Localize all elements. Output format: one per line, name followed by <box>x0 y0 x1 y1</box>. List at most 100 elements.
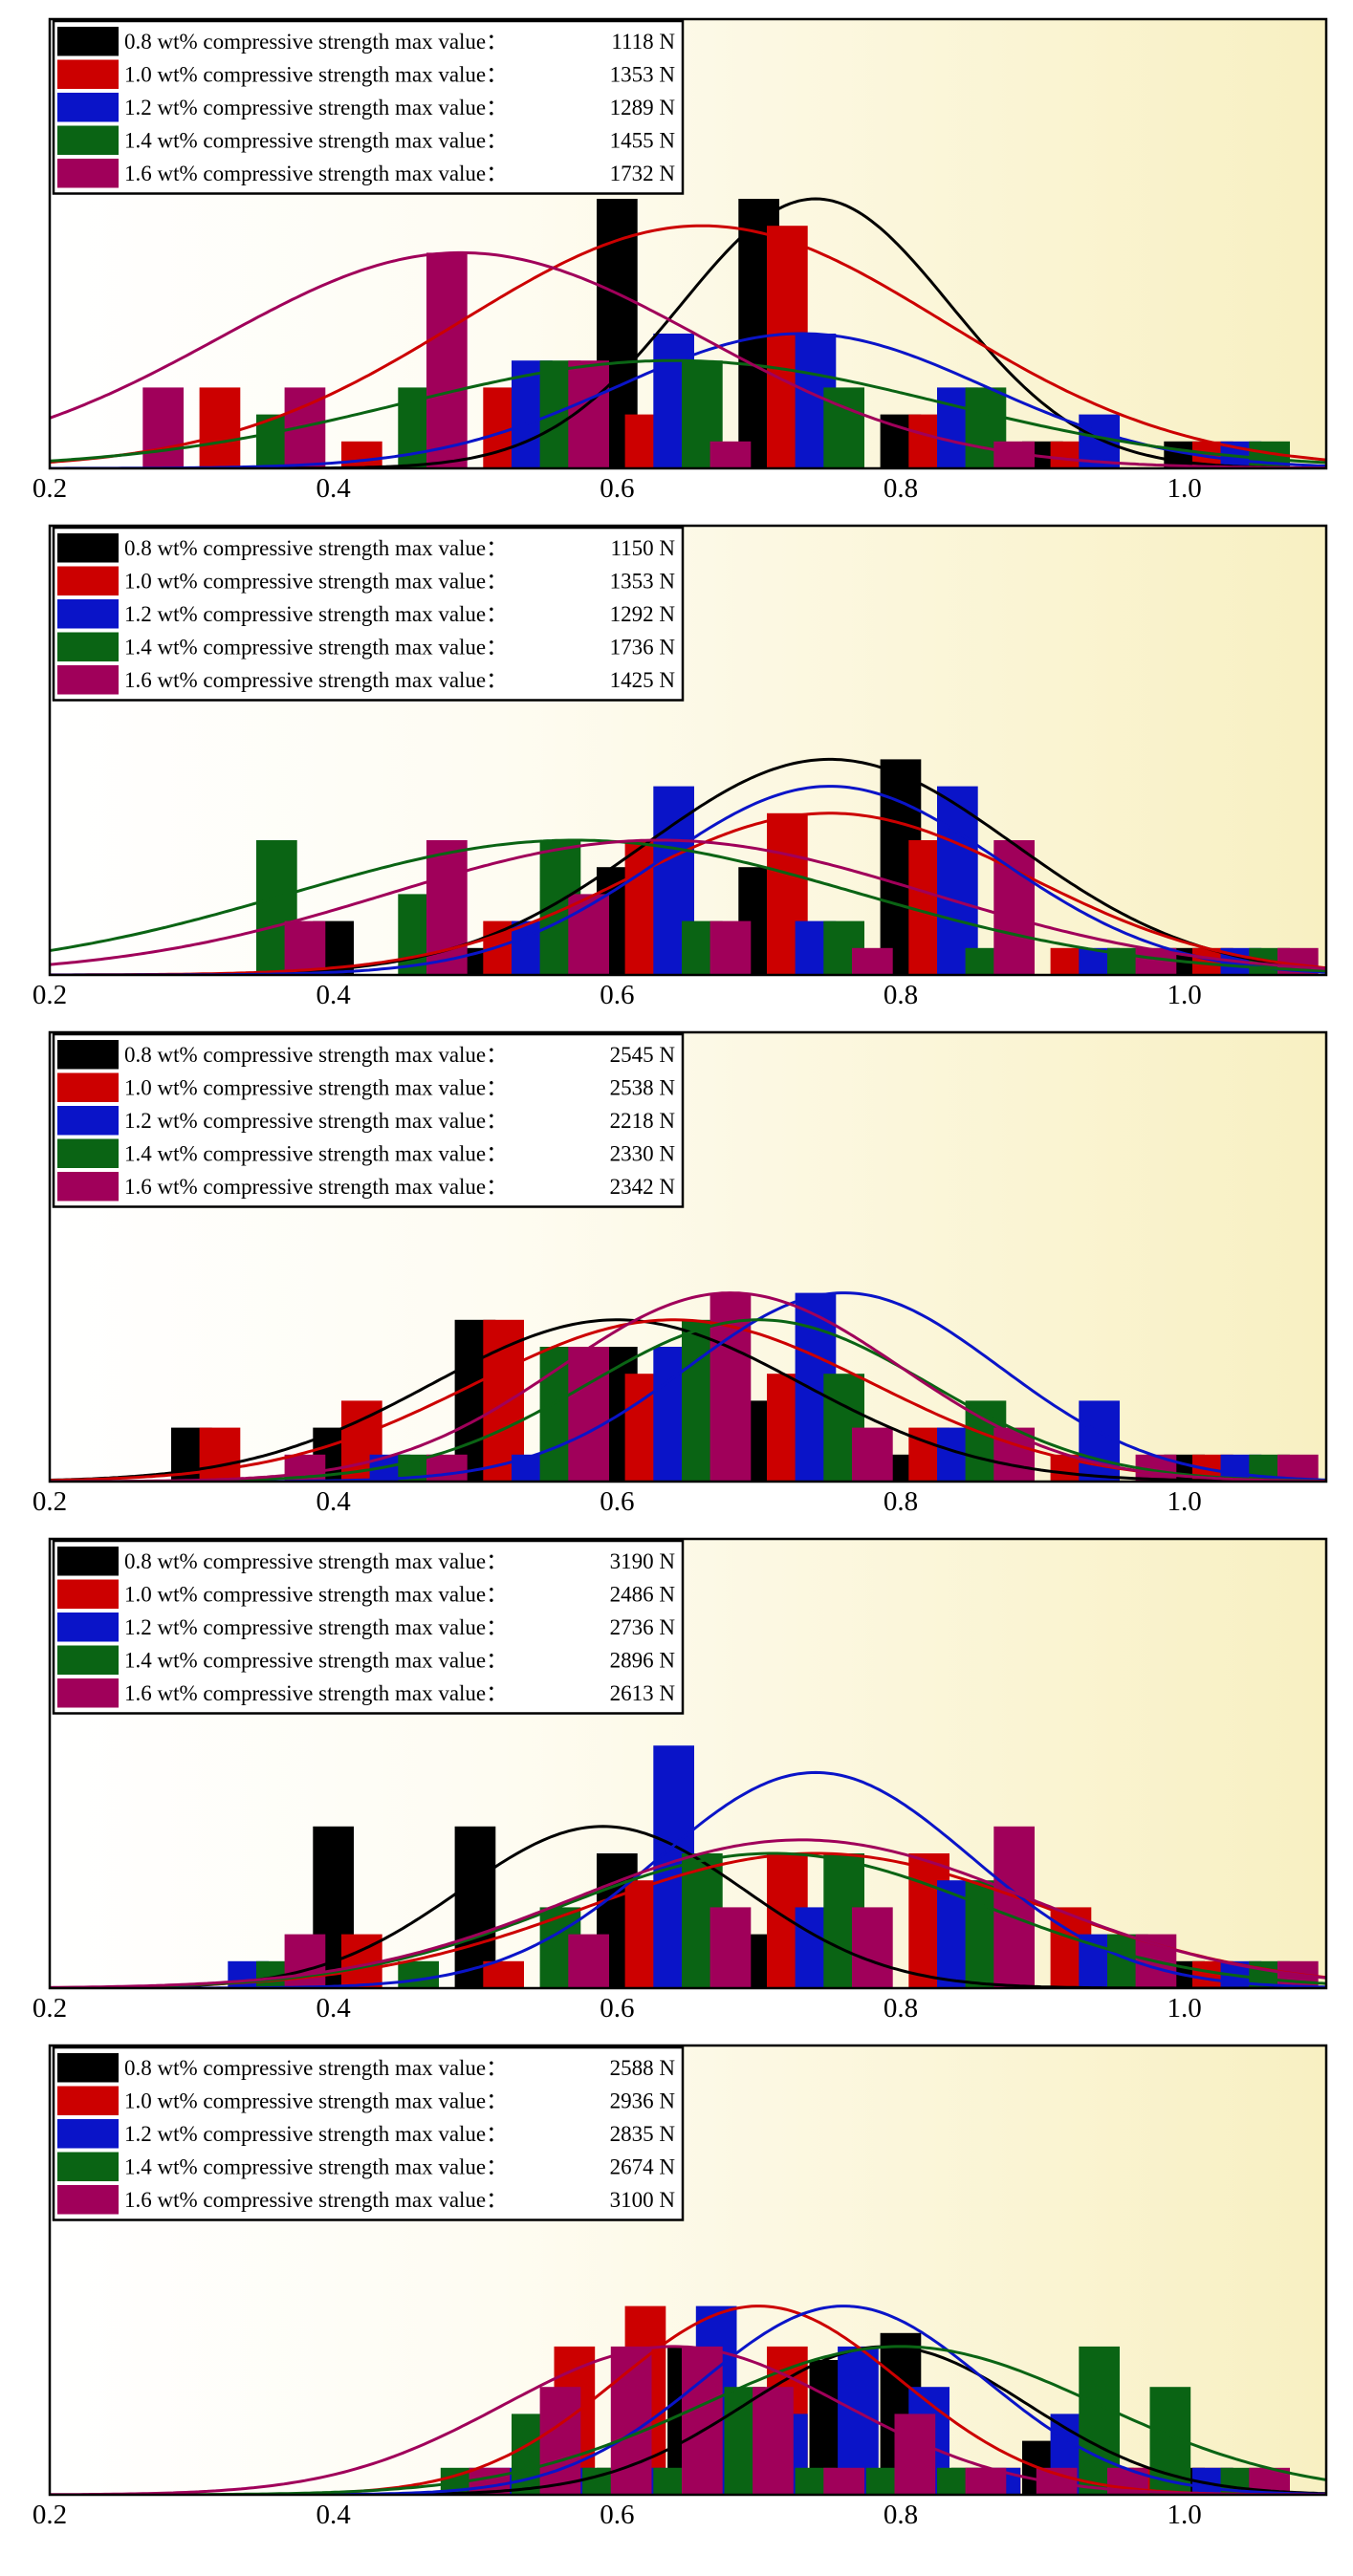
bar <box>823 387 864 468</box>
x-tick-label: 0.8 <box>884 1993 918 2024</box>
x-tick-label: 0.2 <box>33 1486 67 1517</box>
x-tick-label: 0.2 <box>33 980 67 1010</box>
legend-value: 3100 N <box>610 2188 676 2212</box>
x-tick-label: 1.0 <box>1168 2500 1202 2530</box>
legend-value: 2896 N <box>610 1649 676 1673</box>
x-tick-label: 0.6 <box>600 980 634 1010</box>
legend-label: 0.8 wt% compressive strength max value： <box>124 1549 508 1573</box>
x-tick-label: 1.0 <box>1168 473 1202 504</box>
legend-swatch <box>57 1547 119 1576</box>
legend-swatch <box>57 1040 119 1070</box>
legend-label: 0.8 wt% compressive strength max value： <box>124 1043 508 1067</box>
legend-label: 1.0 wt% compressive strength max value： <box>124 570 508 594</box>
legend-swatch <box>57 2086 119 2115</box>
bar <box>199 1427 241 1482</box>
legend-value: 1455 N <box>610 129 676 153</box>
x-tick-label: 0.4 <box>316 473 352 504</box>
fit-curve <box>50 332 1326 468</box>
bar <box>426 1454 468 1482</box>
legend-swatch <box>57 1138 119 1168</box>
bar <box>568 1934 609 1988</box>
legend-swatch <box>57 1613 119 1642</box>
legend-value: 2613 N <box>610 1681 676 1705</box>
legend-value: 1289 N <box>610 96 676 119</box>
fit-curve <box>50 2345 1326 2495</box>
fit-curve <box>50 250 1326 468</box>
bar <box>709 1907 752 1988</box>
legend: 0.8 wt% compressive strength max value： 1… <box>52 526 685 702</box>
fit-curve <box>50 1318 1326 1482</box>
legend-swatch <box>57 2119 119 2149</box>
legend-label: 0.8 wt% compressive strength max value： <box>124 536 508 560</box>
legend-label: 0.8 wt% compressive strength max value： <box>124 2056 508 2080</box>
legend-label: 1.4 wt% compressive strength max value： <box>124 129 508 153</box>
legend-value: 2218 N <box>610 1109 676 1133</box>
legend-swatch <box>57 93 119 122</box>
legend-value: 1150 N <box>610 536 675 560</box>
legend-label: 1.0 wt% compressive strength max value： <box>124 63 508 87</box>
x-tick-label: 0.6 <box>600 2500 634 2530</box>
bar <box>1079 414 1120 468</box>
legend-value: 2674 N <box>610 2155 676 2179</box>
legend-swatch <box>57 2185 119 2215</box>
x-tick-label: 0.6 <box>600 473 634 504</box>
bar <box>894 2414 936 2495</box>
plot-frame <box>48 2044 1328 2497</box>
legend-swatch <box>57 566 119 595</box>
fit-curve <box>50 2345 1326 2495</box>
legend-swatch <box>57 533 119 563</box>
plot-frame <box>48 17 1328 470</box>
x-tick-label: 0.2 <box>33 1993 67 2024</box>
legend-label: 1.6 wt% compressive strength max value： <box>124 1681 508 1705</box>
legend: 0.8 wt% compressive strength max value： 3… <box>52 1539 685 1715</box>
chart-panel-4: 0.2 0.4 0.6 0.8 1.0 0.8 wt% compressive stren… <box>33 1537 1328 2024</box>
x-tick-label: 0.4 <box>316 1486 352 1517</box>
legend-label: 0.8 wt% compressive strength max value： <box>124 30 508 54</box>
legend-label: 1.2 wt% compressive strength max value： <box>124 1109 508 1133</box>
chart-panel-1: 0.2 0.4 0.6 0.8 1.0 0.8 wt% compressive stren… <box>33 17 1328 504</box>
fit-curve <box>50 1838 1326 1988</box>
legend-swatch <box>57 599 119 629</box>
legend-value: 1353 N <box>610 570 676 594</box>
x-tick-label: 1.0 <box>1168 1993 1202 2024</box>
plot-frame <box>48 1030 1328 1483</box>
legend-label: 1.2 wt% compressive strength max value： <box>124 2122 508 2146</box>
legend-label: 1.0 wt% compressive strength max value： <box>124 1076 508 1100</box>
x-tick-label: 0.4 <box>316 2500 352 2530</box>
legend-swatch <box>57 2152 119 2181</box>
legend-value: 2588 N <box>610 2056 676 2080</box>
x-tick-label: 0.8 <box>884 1486 918 1517</box>
legend-label: 1.0 wt% compressive strength max value： <box>124 2089 508 2113</box>
plot-frame <box>48 1537 1328 1990</box>
legend-swatch <box>57 125 119 155</box>
legend-swatch <box>57 27 119 56</box>
bar <box>709 920 752 975</box>
legend-value: 3190 N <box>610 1549 676 1573</box>
legend: 0.8 wt% compressive strength max value： 1… <box>52 19 685 195</box>
bar <box>937 786 978 975</box>
legend-value: 1353 N <box>610 63 676 87</box>
chart-panel-3: 0.2 0.4 0.6 0.8 1.0 0.8 wt% compressive stren… <box>33 1030 1328 1517</box>
x-tick-label: 0.8 <box>884 473 918 504</box>
legend-swatch <box>57 1172 119 1201</box>
legend-value: 2330 N <box>610 1142 676 1166</box>
bar <box>539 2387 581 2495</box>
x-tick-label: 0.4 <box>316 1993 352 2024</box>
legend-label: 1.4 wt% compressive strength max value： <box>124 636 508 660</box>
x-tick-label: 0.4 <box>316 980 352 1010</box>
legend-label: 1.4 wt% compressive strength max value： <box>124 1649 508 1673</box>
bar <box>398 1960 439 1988</box>
legend-swatch <box>57 1678 119 1708</box>
legend-label: 1.6 wt% compressive strength max value： <box>124 162 508 185</box>
bar <box>852 1907 893 1988</box>
bar <box>341 441 382 468</box>
bar <box>852 947 893 975</box>
legend-value: 2835 N <box>610 2122 676 2146</box>
chart-panel-5: 0.2 0.4 0.6 0.8 1.0 0.8 wt% compressive stren… <box>33 2044 1328 2530</box>
plot-frame <box>48 524 1328 977</box>
legend-label: 1.0 wt% compressive strength max value： <box>124 1583 508 1607</box>
legend: 0.8 wt% compressive strength max value： 2… <box>52 1032 685 1208</box>
legend-swatch <box>57 632 119 661</box>
bar <box>142 387 184 468</box>
x-tick-label: 1.0 <box>1168 980 1202 1010</box>
